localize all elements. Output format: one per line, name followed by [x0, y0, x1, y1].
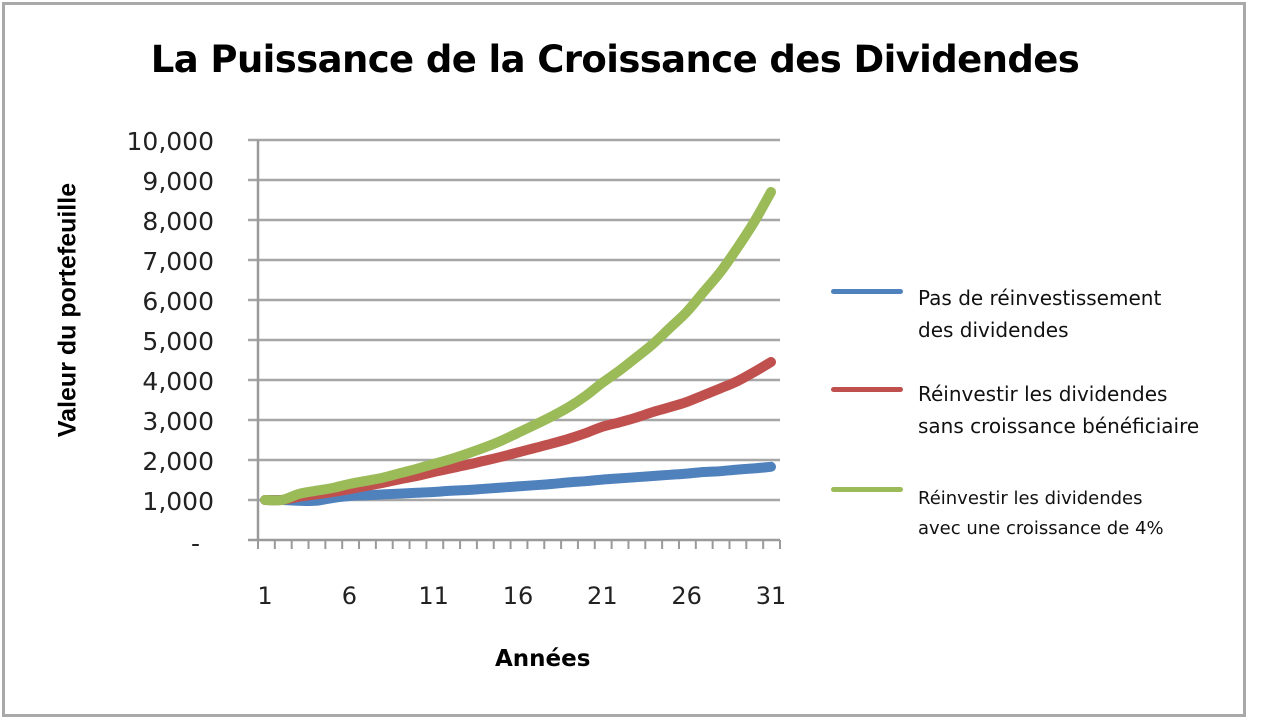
- x-tick-labels: 1 6 11 16 21 26 31: [257, 582, 786, 610]
- x-tick-label: 11: [418, 582, 449, 610]
- legend-label-line1: Réinvestir les dividendes: [918, 382, 1168, 406]
- series-line-0: [260, 461, 776, 507]
- y-tick-label: -: [191, 529, 200, 558]
- legend-swatch-reinvest-4pct: [831, 487, 903, 492]
- legend-label-line2: des dividendes: [918, 318, 1069, 342]
- legend-label-line1: Réinvestir les dividendes: [918, 488, 1143, 509]
- chart-frame: [2, 2, 1246, 717]
- y-tick-label: 3,000: [142, 407, 214, 436]
- x-tick-label: 21: [587, 582, 618, 610]
- series-lines: [260, 187, 776, 507]
- axes: [248, 140, 781, 549]
- legend-item-no-reinvest: Pas de réinvestissement des dividendes: [918, 282, 1161, 346]
- y-tick-label: 9,000: [142, 167, 214, 196]
- x-axis-title: Années: [495, 646, 591, 672]
- legend-label-line2: sans croissance bénéficiaire: [918, 414, 1200, 438]
- y-tick-label: 4,000: [142, 367, 214, 396]
- y-tick-label: 1,000: [142, 487, 214, 516]
- gridlines: [248, 138, 780, 502]
- x-tick-label: 31: [756, 582, 787, 610]
- y-tick-labels: - 1,000 2,000 3,000 4,000 5,000 6,000 7,000 8,00…: [127, 127, 214, 558]
- series-line-1: [260, 357, 776, 506]
- y-tick-label: 2,000: [142, 447, 214, 476]
- legend-label-line1: Pas de réinvestissement: [918, 286, 1162, 310]
- chart-title: La Puissance de la Croissance des Divide…: [150, 38, 1080, 81]
- legend-item-reinvest-4pct: Réinvestir les dividendes avec une crois…: [918, 484, 1164, 544]
- y-tick-label: 7,000: [142, 247, 214, 276]
- y-tick-label: 6,000: [142, 287, 214, 316]
- series-line-2: [260, 187, 776, 506]
- legend-swatch-reinvest-no-growth: [831, 387, 903, 392]
- legend-item-reinvest-no-growth: Réinvestir les dividendes sans croissanc…: [918, 378, 1199, 442]
- legend-swatch-no-reinvest: [831, 289, 903, 294]
- y-tick-label: 8,000: [142, 207, 214, 236]
- x-tick-label: 6: [342, 582, 357, 610]
- x-tick-label: 16: [503, 582, 534, 610]
- x-tick-label: 1: [257, 582, 272, 610]
- x-tick-label: 26: [671, 582, 702, 610]
- y-tick-label: 5,000: [142, 327, 214, 356]
- legend-label-line2: avec une croissance de 4%: [918, 518, 1164, 539]
- y-tick-label: 10,000: [127, 127, 214, 156]
